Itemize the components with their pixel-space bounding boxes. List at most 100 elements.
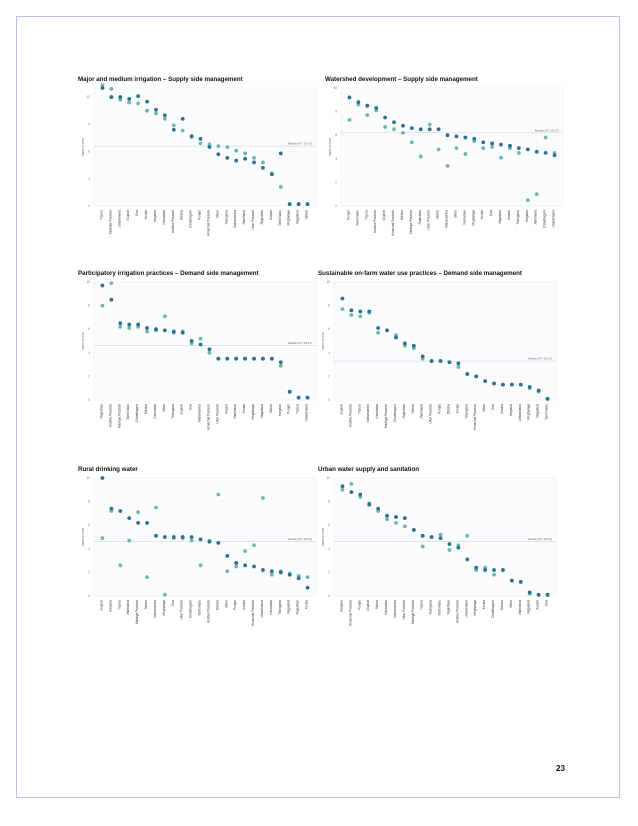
data-point [454,146,459,151]
category-label: Uttarakhand [518,404,522,422]
data-point [171,127,176,132]
data-point [145,520,149,525]
category-label: Chhattisgarh [393,404,397,422]
data-point [499,142,503,147]
y-tick-label: 2 [88,570,90,574]
data-point [261,568,265,572]
category-label: Sikkim [375,600,379,610]
data-point [109,297,114,302]
data-point [509,382,514,387]
chart-title: Urban water supply and sanitation [318,466,420,473]
data-point [296,576,301,581]
data-point [394,520,398,525]
category-label: Assam [224,404,228,414]
y-tick-label: 0 [88,594,90,598]
category-label: Chhattisgarh [189,600,193,618]
data-point [454,134,459,139]
category-label: Uttarakhand [117,210,121,228]
data-point [287,202,292,207]
data-point [465,533,470,538]
category-label: Assam [507,210,511,220]
data-point [154,327,158,332]
category-label: Nagaland [260,404,264,418]
data-point [118,563,123,568]
data-point [100,303,105,308]
category-label: Jharkhand [420,404,424,419]
category-label: Haryana [278,404,282,416]
category-label: Meghalaya [251,404,255,420]
category-label: Rajasthan [260,210,264,225]
data-point [278,363,283,368]
category-label: Bihar [224,599,228,607]
y-axis-label: Index scores [81,528,85,546]
chart-plot: 0 2 4 6 8 10 Index scores Median (FY 16-17) Hary… [321,476,557,626]
data-point [492,381,496,386]
category-label: Kerala [242,404,246,413]
data-point [347,95,352,100]
y-axis-label: Index scores [328,138,332,156]
data-point [109,506,114,511]
category-label: Tripura [364,210,368,220]
category-label: Sikkim [411,404,415,414]
data-point [216,541,221,545]
data-point [234,356,239,361]
data-point [127,516,132,521]
data-point [474,374,479,379]
category-label: Uttarakhand [464,600,468,618]
category-label: Assam [242,600,246,610]
data-point [465,372,470,376]
category-label: Tamil Nadu [355,210,359,226]
y-tick-label: 6 [88,523,90,527]
category-label: Goa [491,404,495,410]
data-point [340,296,345,301]
category-label: Himachal Pradesh [251,600,255,626]
category-label: Odisha [215,600,219,610]
category-label: Rajasthan [296,600,300,615]
category-label: Kerala [480,210,484,219]
chart-plot: 0 3 6 9 12 Index scores Median (FY 16-17) Tripu… [81,83,317,236]
category-label: Jharkhand [518,600,522,615]
category-label: Goa [545,600,549,606]
data-point [180,330,185,335]
category-label: Gujarat [382,210,386,221]
category-label: Meghalaya [162,600,166,616]
data-point [474,565,479,570]
plot-area [333,281,557,401]
category-label: Uttar Pradesh [427,210,431,230]
data-point [243,549,248,554]
y-tick-label: 8 [328,304,330,308]
data-point [447,548,452,552]
data-point [383,125,388,129]
data-point [481,146,486,151]
data-point [525,198,530,202]
data-point [207,145,212,149]
category-label: Nagaland [536,404,540,418]
category-label: Punjab [438,404,442,414]
y-tick-label: 9 [88,122,90,126]
data-point [252,564,256,569]
data-point [545,396,550,401]
category-label: Assam [500,404,504,414]
category-label: Goa [489,210,493,216]
category-label: Nagaland [527,600,531,614]
y-tick-label: 10 [333,86,337,90]
data-point [436,127,441,132]
data-point [118,95,123,99]
category-label: Maharashtra [393,600,397,618]
y-tick-label: 8 [328,500,330,504]
data-point [356,100,361,105]
category-label: Madhya Pradesh [411,600,415,624]
data-point [472,136,477,141]
category-label: Gujarat [339,404,343,415]
data-point [536,388,541,393]
data-point [243,156,248,161]
category-label: Uttarakhand [552,210,556,228]
data-point [234,561,239,565]
category-label: Kerala [455,404,459,413]
category-label: Telangana [429,600,433,615]
category-label: Goa [171,600,175,606]
data-point [145,108,149,113]
data-point [340,307,345,312]
data-point [225,553,230,558]
data-point [365,113,370,118]
